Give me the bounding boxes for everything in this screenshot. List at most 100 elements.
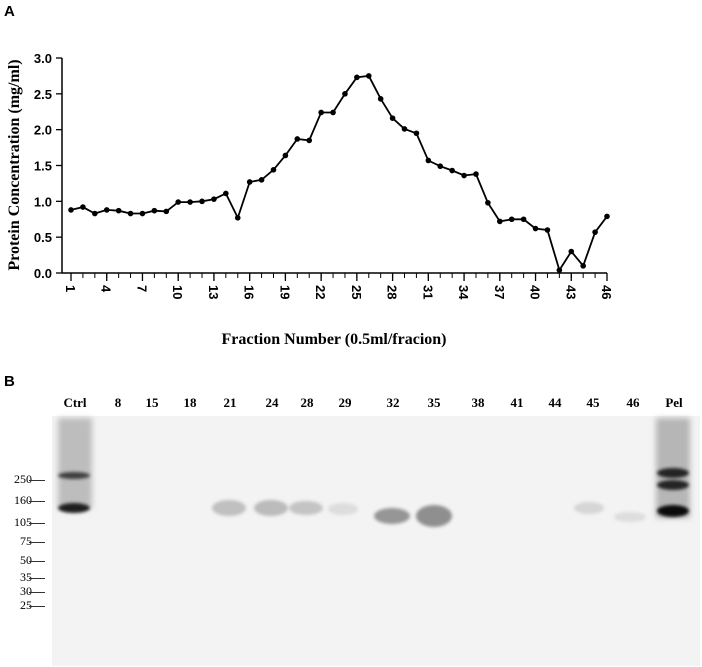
marker-label: 160 xyxy=(14,493,32,507)
panel-label-b: B xyxy=(4,373,15,390)
y-tick-label: 0.5 xyxy=(34,230,52,245)
panel-label-a: A xyxy=(4,3,15,20)
blot-band xyxy=(614,512,646,522)
data-point xyxy=(568,248,575,255)
blot-band xyxy=(416,505,452,527)
data-point xyxy=(318,109,324,116)
y-tick-label: 1.0 xyxy=(34,194,52,209)
lane-label: Pel xyxy=(665,395,683,410)
lane-label: 38 xyxy=(471,395,485,410)
lane-label: Ctrl xyxy=(63,395,87,410)
data-point xyxy=(449,167,455,174)
data-point xyxy=(115,207,122,214)
x-tick-label: 43 xyxy=(563,285,578,299)
lane-label: 8 xyxy=(114,395,122,410)
y-axis-label: Protein Concentration (mg/ml) xyxy=(6,59,23,270)
blot-band xyxy=(328,503,358,515)
blot-band xyxy=(374,508,410,524)
x-tick-label: 46 xyxy=(599,285,614,299)
lane-label: 35 xyxy=(427,395,441,410)
data-point xyxy=(413,130,420,137)
blot-band xyxy=(254,500,288,516)
data-point xyxy=(425,157,432,164)
lane-label: 44 xyxy=(548,395,562,410)
data-point xyxy=(234,215,241,221)
blot-band xyxy=(574,502,604,514)
blot-band xyxy=(657,468,689,478)
marker-label: 25 xyxy=(20,598,32,612)
data-point xyxy=(532,225,539,232)
data-point xyxy=(80,204,86,210)
lane-label: 21 xyxy=(223,395,237,410)
series-line xyxy=(70,74,608,273)
lane-label: 24 xyxy=(265,395,279,410)
western-blot-image xyxy=(52,416,700,666)
data-point xyxy=(151,207,158,214)
x-tick-label: 22 xyxy=(313,285,328,299)
lane-label: 18 xyxy=(183,395,197,410)
marker-label: 35 xyxy=(20,570,32,584)
x-axis-label: Fraction Number (0.5ml/fracion) xyxy=(222,331,447,348)
data-point xyxy=(139,210,146,217)
lane-label: 32 xyxy=(386,395,400,410)
marker-tick xyxy=(29,578,45,579)
y-tick-label: 2.0 xyxy=(34,123,52,138)
data-point xyxy=(497,218,503,225)
marker-label: 30 xyxy=(20,584,32,598)
data-point xyxy=(92,210,98,217)
y-axis: 0.0 0.5 1.0 1.5 2.0 2.5 3.0 xyxy=(34,51,63,281)
marker-tick xyxy=(29,501,45,502)
data-point xyxy=(544,227,551,233)
marker-label: 105 xyxy=(14,515,32,529)
marker-tick xyxy=(29,523,45,524)
data-point xyxy=(485,199,491,206)
data-point xyxy=(437,163,444,170)
x-tick-label: 4 xyxy=(99,285,114,293)
x-tick-label: 25 xyxy=(349,285,364,299)
data-point xyxy=(258,177,265,183)
marker-tick xyxy=(29,542,45,543)
y-tick-label: 0.0 xyxy=(34,266,52,281)
marker-label: 250 xyxy=(14,472,32,486)
data-point xyxy=(592,229,598,235)
data-point xyxy=(223,190,229,197)
lane-label: 28 xyxy=(300,395,314,410)
lane-label: 46 xyxy=(626,395,640,410)
x-tick-label: 28 xyxy=(385,285,400,299)
data-point xyxy=(187,199,193,205)
data-point xyxy=(246,179,253,185)
blot-smear xyxy=(58,418,92,508)
data-point xyxy=(175,199,181,205)
data-point xyxy=(199,198,205,205)
lane-label: 29 xyxy=(338,395,352,410)
y-tick-label: 3.0 xyxy=(34,51,52,66)
data-point xyxy=(389,115,396,121)
data-point xyxy=(377,96,384,102)
data-point xyxy=(556,267,563,273)
data-series xyxy=(68,73,610,273)
data-point xyxy=(211,196,217,202)
data-point xyxy=(354,74,360,81)
x-axis: 1 4 7 10 13 16 19 22 25 28 31 34 37 40 43 46 xyxy=(62,272,614,300)
blot-band xyxy=(58,503,90,513)
marker-tick xyxy=(29,592,45,593)
data-point xyxy=(401,126,408,132)
data-point xyxy=(68,207,74,213)
x-tick-label: 13 xyxy=(206,285,221,299)
data-point xyxy=(306,137,313,144)
blot-band xyxy=(657,505,689,517)
data-point xyxy=(520,216,527,223)
data-point xyxy=(270,167,277,173)
data-point xyxy=(604,213,610,220)
data-point xyxy=(365,73,372,79)
marker-label: 50 xyxy=(20,553,32,567)
x-tick-label: 19 xyxy=(277,285,292,299)
marker-label: 75 xyxy=(20,534,32,548)
data-point xyxy=(461,172,467,179)
data-point xyxy=(163,208,170,215)
data-point xyxy=(294,136,301,142)
marker-tick xyxy=(29,606,45,607)
x-tick-label: 37 xyxy=(492,285,507,299)
blot-band xyxy=(58,472,90,479)
data-point xyxy=(282,152,289,159)
